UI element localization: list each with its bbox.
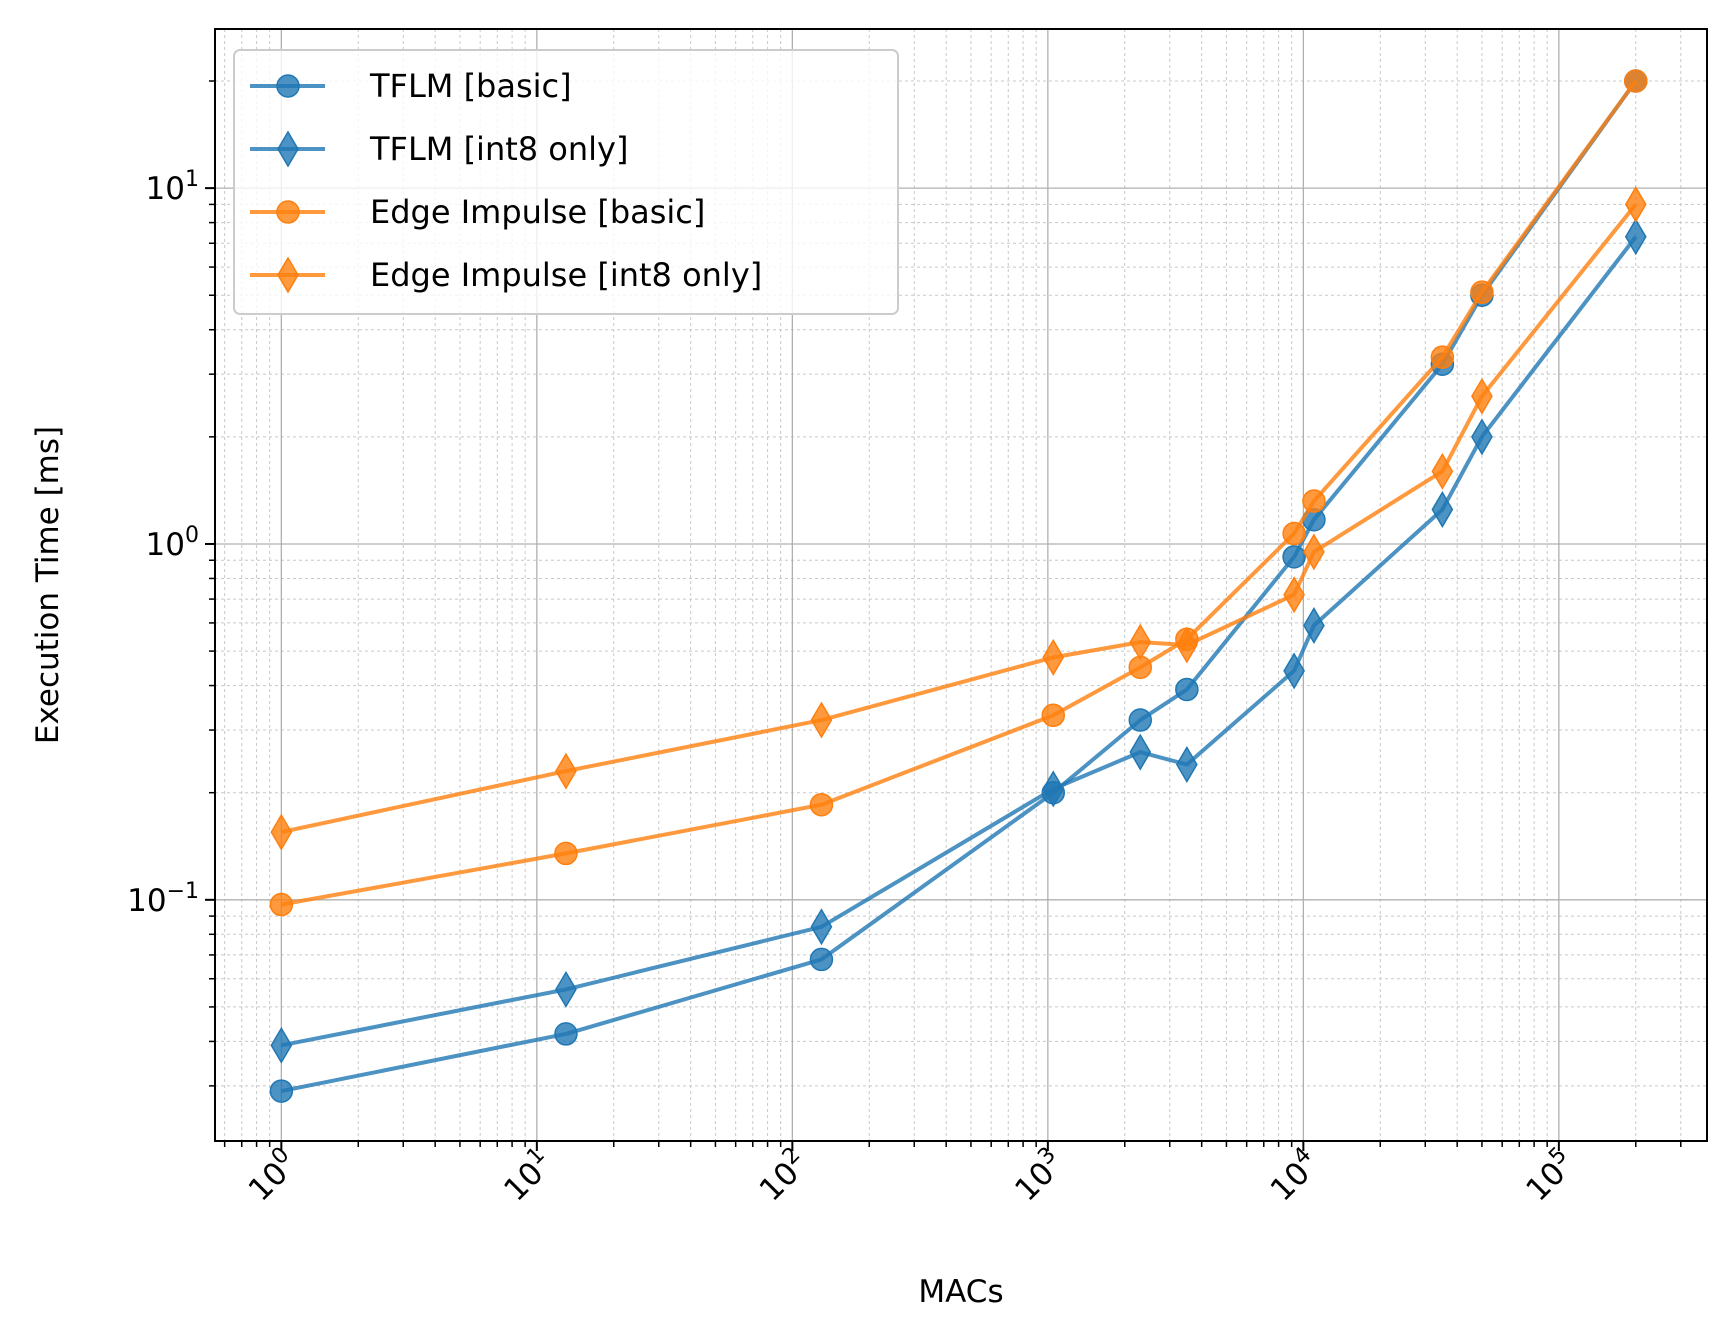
data-point xyxy=(555,752,577,790)
series-layer xyxy=(269,69,1648,1103)
data-point xyxy=(270,813,293,851)
data-point xyxy=(810,908,833,946)
minor-grid xyxy=(215,29,1707,1141)
data-point xyxy=(1303,533,1325,571)
legend-label: TFLM [int8 only] xyxy=(369,130,628,168)
data-point xyxy=(554,1022,578,1046)
y-tick-label: 10−1 xyxy=(127,879,199,919)
data-point xyxy=(1430,345,1455,369)
legend-marker xyxy=(276,200,300,224)
data-point xyxy=(1283,652,1305,690)
legend-marker xyxy=(277,256,299,294)
data-point xyxy=(1624,218,1647,256)
legend-marker xyxy=(276,74,300,98)
data-point xyxy=(1624,185,1647,223)
data-point xyxy=(1431,452,1454,490)
legend-label: TFLM [basic] xyxy=(369,67,572,105)
data-point xyxy=(1283,576,1305,614)
data-point xyxy=(270,1026,293,1064)
data-point xyxy=(269,892,294,917)
data-point xyxy=(1042,770,1065,808)
y-axis-label: Execution Time [ms] xyxy=(30,426,66,744)
data-point xyxy=(1470,280,1494,304)
legend-entries: TFLM [basic] TFLM [int8 only] Edge Impulse… xyxy=(250,67,762,294)
data-point xyxy=(1175,677,1199,702)
legend-entry: Edge Impulse [basic] xyxy=(250,193,705,231)
data-point xyxy=(1041,703,1066,728)
data-point xyxy=(1175,626,1198,664)
data-point xyxy=(1129,623,1152,661)
legend: TFLM [basic] TFLM [int8 only] Edge Impulse… xyxy=(233,49,899,315)
legend-entry: TFLM [int8 only] xyxy=(250,130,628,168)
data-point xyxy=(1128,708,1153,732)
data-point xyxy=(1302,489,1326,513)
data-point xyxy=(1303,607,1325,644)
axis-ticks xyxy=(205,80,1682,1151)
data-point xyxy=(1282,545,1306,569)
data-point xyxy=(1175,746,1198,783)
data-point xyxy=(554,841,578,866)
data-point xyxy=(809,947,834,972)
legend-entry: Edge Impulse [int8 only] xyxy=(250,256,762,294)
data-point xyxy=(269,1079,294,1103)
legend-box xyxy=(233,49,899,315)
data-point xyxy=(555,970,577,1008)
data-point xyxy=(1471,377,1493,415)
data-point xyxy=(1431,491,1454,528)
data-point xyxy=(809,792,834,817)
data-point xyxy=(1282,521,1306,546)
data-point xyxy=(1129,733,1152,771)
legend-label: Edge Impulse [basic] xyxy=(370,193,705,231)
legend-marker xyxy=(277,130,299,168)
y-tick-label: 101 xyxy=(146,167,199,207)
data-point xyxy=(1624,69,1648,93)
plot-frame xyxy=(214,28,1708,1142)
y-tick-label: 100 xyxy=(146,523,199,563)
x-axis-label: MACs xyxy=(918,1274,1003,1310)
series-4 xyxy=(270,185,1647,851)
legend-label: Edge Impulse [int8 only] xyxy=(370,256,762,294)
legend-entry: TFLM [basic] xyxy=(250,67,572,105)
data-point xyxy=(810,701,833,739)
data-point xyxy=(1471,418,1493,456)
series-2 xyxy=(270,218,1647,1064)
data-point xyxy=(1042,638,1065,676)
